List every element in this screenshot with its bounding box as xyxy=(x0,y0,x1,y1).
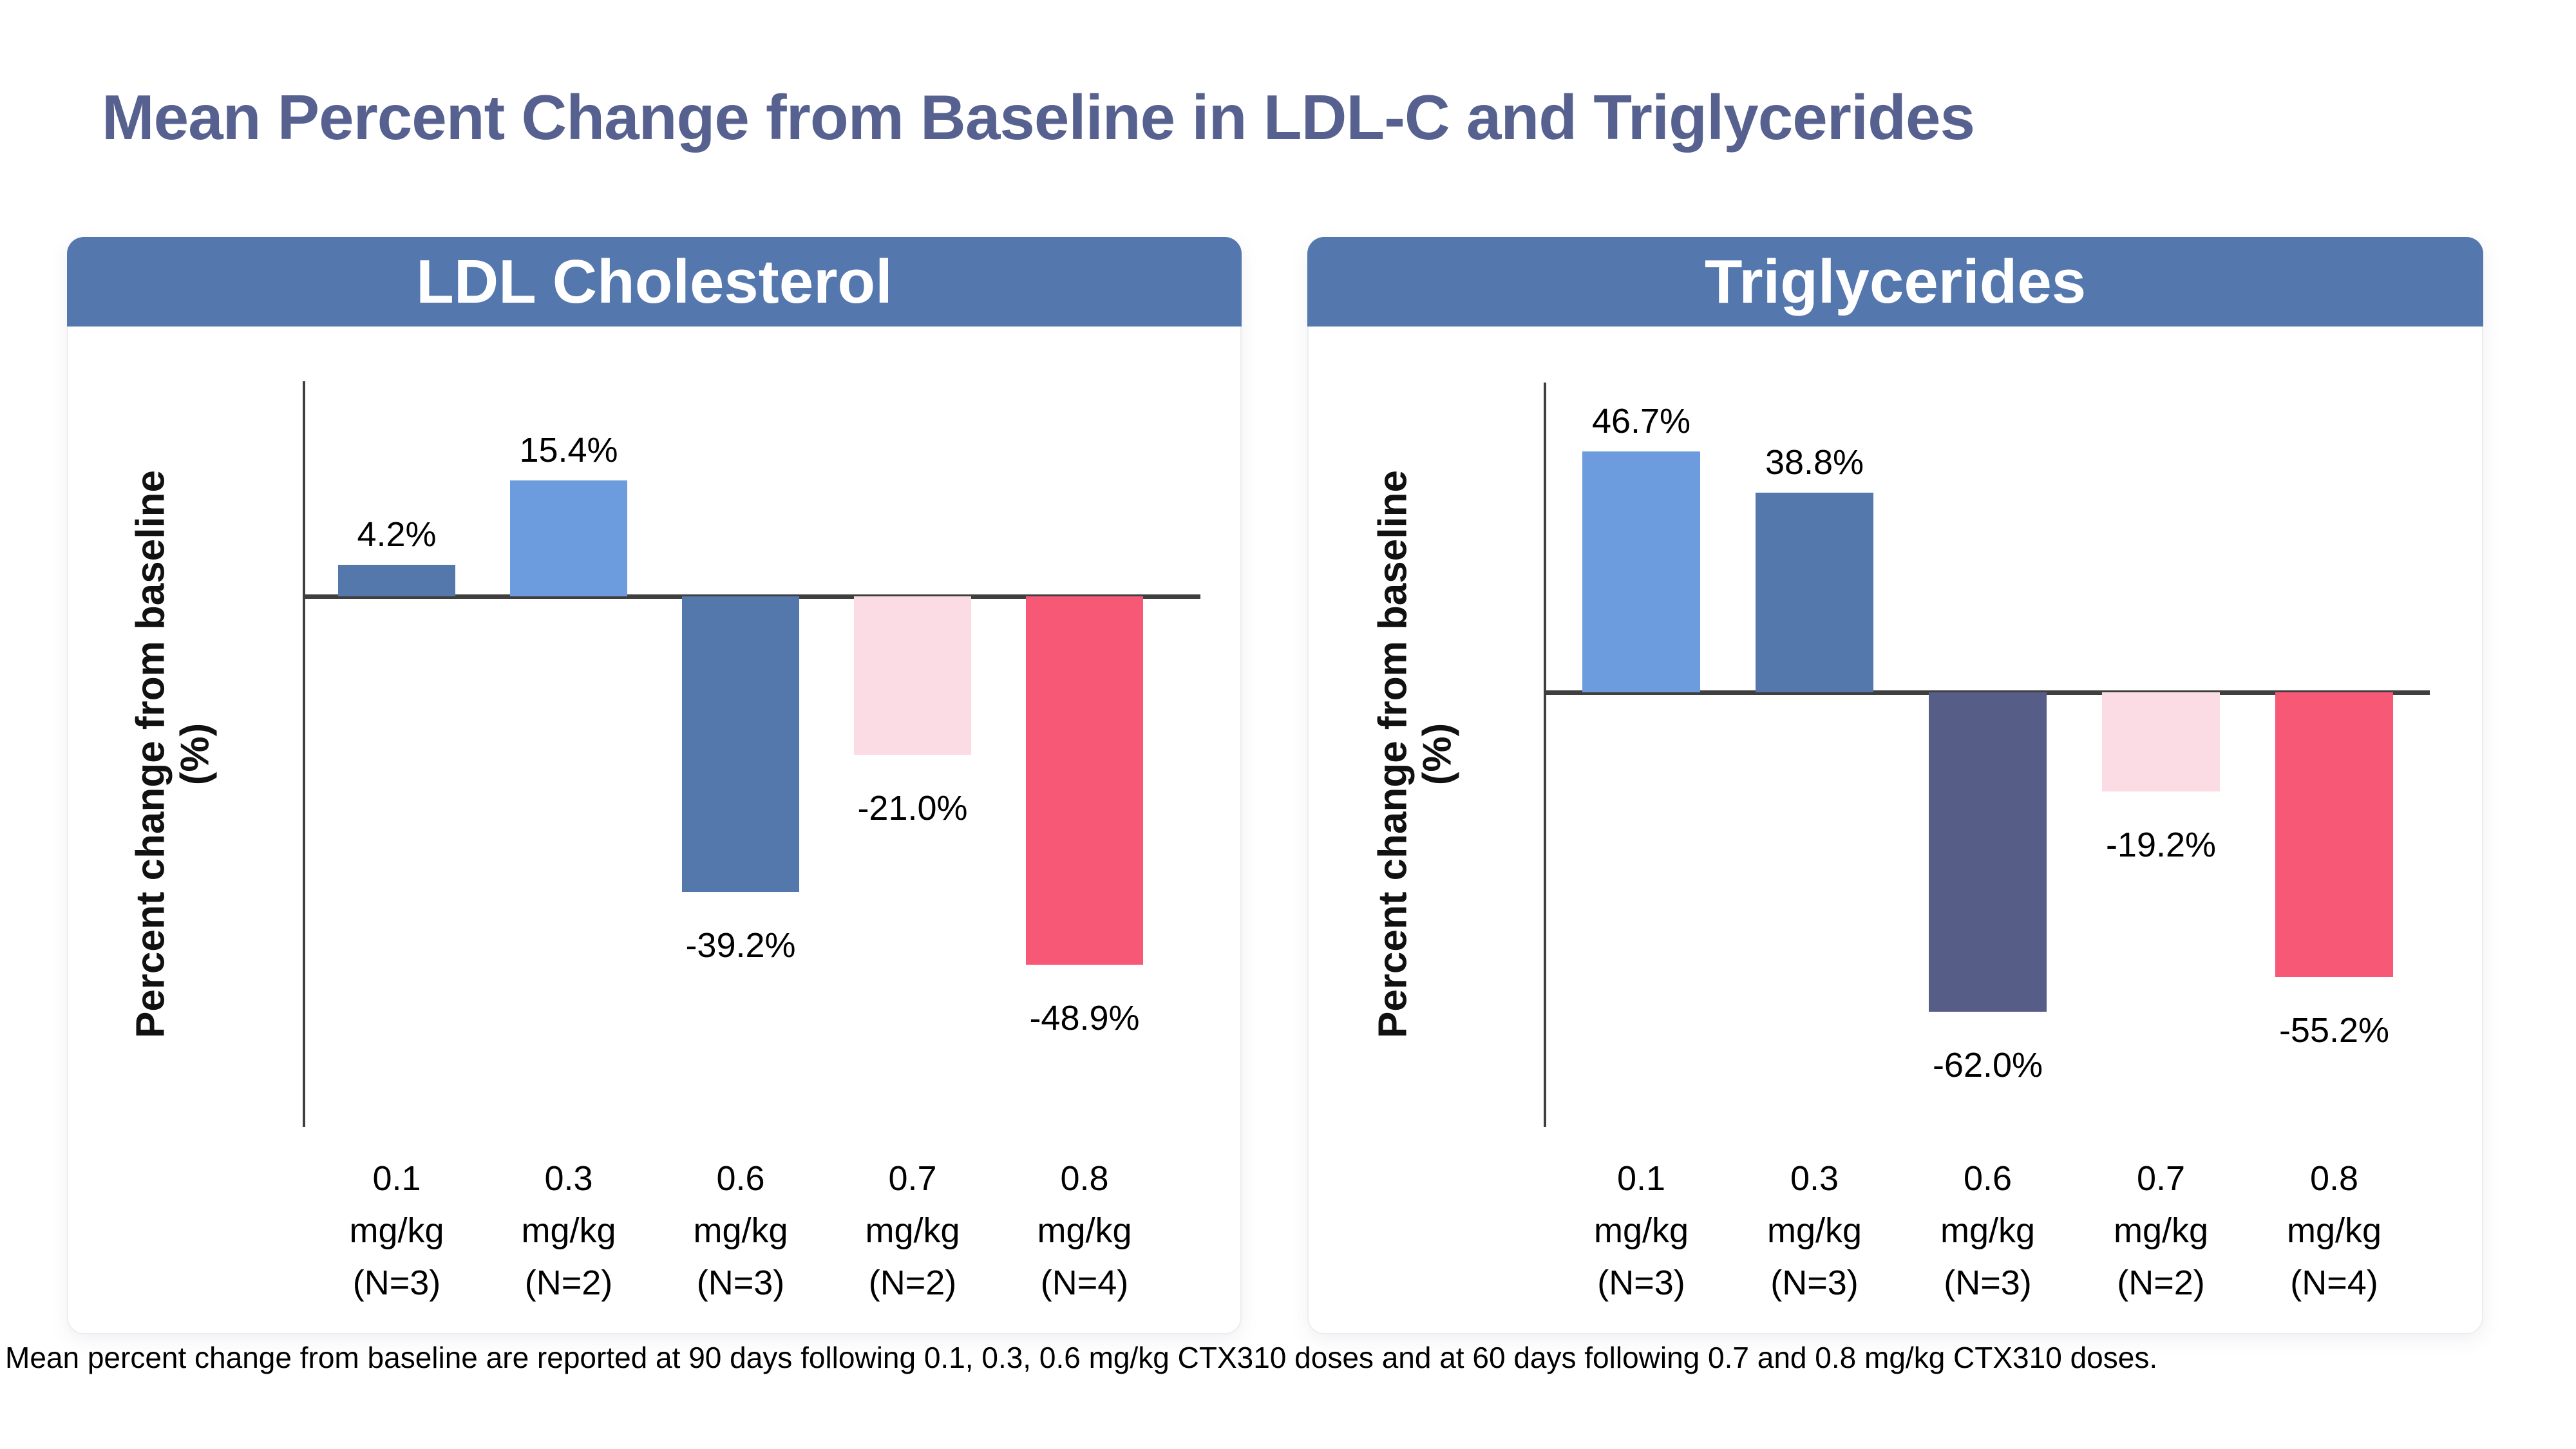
x-tick-line: 0.1 xyxy=(372,1159,421,1198)
x-tick-line: (N=4) xyxy=(2290,1264,2378,1302)
x-tick-line: mg/kg xyxy=(1037,1211,1132,1250)
y-axis-line-triglycerides xyxy=(1544,383,1546,1127)
panel-ldl-title: LDL Cholesterol xyxy=(416,247,893,316)
panel-ldl-header: LDL Cholesterol xyxy=(67,237,1242,327)
x-tick-line: (N=3) xyxy=(1597,1264,1685,1302)
bar-0.6-mgkg xyxy=(1929,692,2047,1012)
x-tick-line: (N=3) xyxy=(352,1264,441,1302)
x-tick-line: 0.8 xyxy=(1060,1159,1109,1198)
x-tick-line: 0.7 xyxy=(888,1159,937,1198)
x-tick-line: 0.8 xyxy=(2309,1159,2359,1198)
x-tick-line: mg/kg xyxy=(1766,1211,1862,1250)
x-tick-line: (N=4) xyxy=(1040,1264,1129,1302)
bar-value-label: 15.4% xyxy=(519,431,618,469)
x-tick-line: 0.6 xyxy=(716,1159,765,1198)
x-tick-label: 0.8 mg/kg (N=4) xyxy=(2225,1153,2444,1309)
plot-area-ldl: Percent change from baseline (%) 4.2% 0.1… xyxy=(68,238,1240,1333)
x-tick-line: 0.6 xyxy=(1963,1159,2012,1198)
bar-value-label: -55.2% xyxy=(2278,1011,2390,1050)
bar-value-label: -19.2% xyxy=(2105,826,2217,864)
footnote: Mean percent change from baseline are re… xyxy=(5,1341,2158,1374)
bar-value-label: -39.2% xyxy=(685,926,796,965)
bar-value-label: -48.9% xyxy=(1029,999,1140,1037)
bar-value-label: -62.0% xyxy=(1932,1046,2043,1084)
bar-0.7-mgkg xyxy=(2102,692,2220,791)
x-tick-line: mg/kg xyxy=(1593,1211,1689,1250)
x-tick-line: mg/kg xyxy=(2113,1211,2209,1250)
x-tick-line: (N=3) xyxy=(696,1264,785,1302)
bar-value-label: -21.0% xyxy=(857,789,968,828)
bar-0.3-mgkg xyxy=(1756,493,1873,692)
bar-0.3-mgkg xyxy=(510,480,627,596)
bar-0.8-mgkg xyxy=(1026,596,1143,965)
x-tick-line: (N=3) xyxy=(1770,1264,1859,1302)
x-tick-line: 0.3 xyxy=(1790,1159,1839,1198)
x-tick-line: (N=2) xyxy=(2117,1264,2205,1302)
plot-area-triglycerides: Percent change from baseline (%) 46.7% 0.… xyxy=(1309,238,2482,1333)
x-tick-label: 0.8 mg/kg (N=4) xyxy=(975,1153,1194,1309)
bar-value-label: 38.8% xyxy=(1765,443,1864,482)
x-tick-line: mg/kg xyxy=(1940,1211,2036,1250)
y-axis-label-ldl: Percent change from baseline (%) xyxy=(129,470,218,1038)
panel-triglycerides-header: Triglycerides xyxy=(1307,237,2483,327)
bar-0.6-mgkg xyxy=(682,596,799,892)
y-axis-label-line2: (%) xyxy=(173,723,218,786)
x-tick-label: 0.7 mg/kg (N=2) xyxy=(2052,1153,2271,1309)
x-tick-line: mg/kg xyxy=(693,1211,788,1250)
x-tick-line: 0.1 xyxy=(1616,1159,1666,1198)
bar-0.7-mgkg xyxy=(854,596,971,755)
x-tick-line: mg/kg xyxy=(349,1211,444,1250)
y-axis-label-line2: (%) xyxy=(1416,723,1460,786)
x-tick-label: 0.1 mg/kg (N=3) xyxy=(287,1153,506,1309)
bar-0.1-mgkg xyxy=(338,565,455,596)
x-tick-label: 0.3 mg/kg (N=3) xyxy=(1705,1153,1924,1309)
x-tick-line: mg/kg xyxy=(2286,1211,2382,1250)
bar-0.8-mgkg xyxy=(2275,692,2393,977)
x-tick-line: mg/kg xyxy=(521,1211,616,1250)
panel-ldl-cholesterol: LDL Cholesterol Percent change from base… xyxy=(67,237,1242,1334)
x-tick-label: 0.7 mg/kg (N=2) xyxy=(803,1153,1022,1309)
bar-0.1-mgkg xyxy=(1582,451,1700,692)
panel-triglycerides: Triglycerides Percent change from baseli… xyxy=(1307,237,2483,1334)
x-tick-line: (N=2) xyxy=(524,1264,613,1302)
panel-triglycerides-title: Triglycerides xyxy=(1704,247,2087,316)
y-axis-label-line1: Percent change from baseline xyxy=(1370,469,1416,1039)
x-tick-line: 0.7 xyxy=(2136,1159,2186,1198)
x-tick-line: 0.3 xyxy=(544,1159,593,1198)
x-tick-line: (N=2) xyxy=(868,1264,957,1302)
y-axis-line-ldl xyxy=(303,381,305,1127)
y-axis-label-line1: Percent change from baseline xyxy=(128,469,173,1039)
y-axis-label-triglycerides: Percent change from baseline (%) xyxy=(1371,470,1461,1038)
x-tick-label: 0.3 mg/kg (N=2) xyxy=(459,1153,678,1309)
x-tick-label: 0.1 mg/kg (N=3) xyxy=(1532,1153,1751,1309)
x-tick-label: 0.6 mg/kg (N=3) xyxy=(1879,1153,2098,1309)
page-title: Mean Percent Change from Baseline in LDL… xyxy=(102,82,1975,153)
bar-value-label: 4.2% xyxy=(357,515,437,554)
x-tick-line: (N=3) xyxy=(1944,1264,2032,1302)
bar-value-label: 46.7% xyxy=(1591,402,1691,440)
x-tick-line: mg/kg xyxy=(865,1211,960,1250)
x-tick-label: 0.6 mg/kg (N=3) xyxy=(631,1153,850,1309)
